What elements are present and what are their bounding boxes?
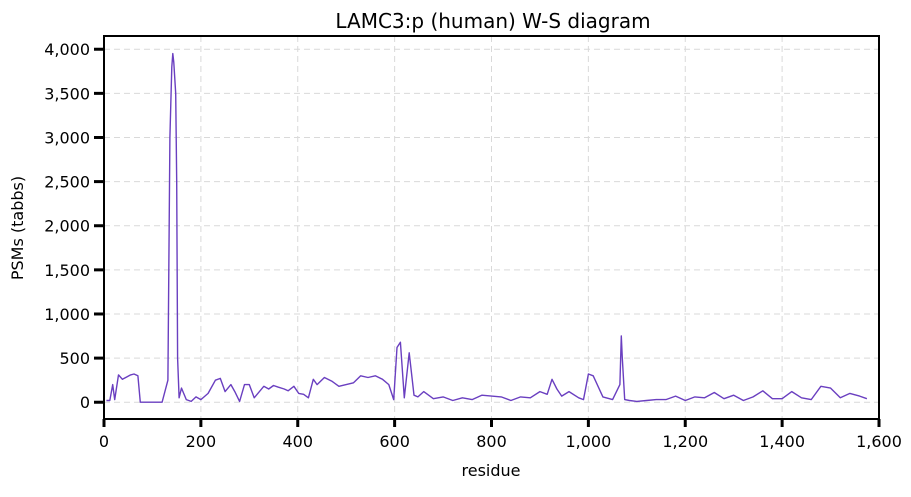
x-tick-label: 1,600	[856, 432, 902, 451]
x-axis-label: residue	[462, 461, 521, 480]
y-axis-label: PSMs (tabbs)	[8, 176, 27, 280]
y-tick-label: 3,000	[44, 128, 90, 147]
y-axis: 0 500 1,000 1,500 2,000 2,500 3,000 3,500 4,000	[44, 40, 104, 412]
y-tick-label: 3,500	[44, 84, 90, 103]
x-axis: 0 200 400 600 800 1,000 1,200 1,400 1,600	[99, 419, 902, 451]
x-tick-label: 800	[476, 432, 507, 451]
x-tick-label: 400	[282, 432, 313, 451]
x-tick-label: 600	[379, 432, 410, 451]
x-tick-label: 1,400	[759, 432, 805, 451]
y-tick-label: 500	[59, 349, 90, 368]
x-tick-label: 0	[99, 432, 109, 451]
series-line	[106, 52, 868, 403]
y-tick-label: 0	[80, 393, 90, 412]
y-tick-label: 2,500	[44, 173, 90, 192]
y-tick-label: 1,500	[44, 261, 90, 280]
y-tick-label: 2,000	[44, 217, 90, 236]
y-tick-label: 1,000	[44, 305, 90, 324]
chart-title: LAMC3:p (human) W-S diagram	[335, 9, 650, 33]
y-tick-label: 4,000	[44, 40, 90, 59]
x-tick-label: 200	[186, 432, 217, 451]
x-tick-label: 1,000	[565, 432, 611, 451]
gridlines	[103, 36, 880, 419]
x-tick-label: 1,200	[662, 432, 708, 451]
